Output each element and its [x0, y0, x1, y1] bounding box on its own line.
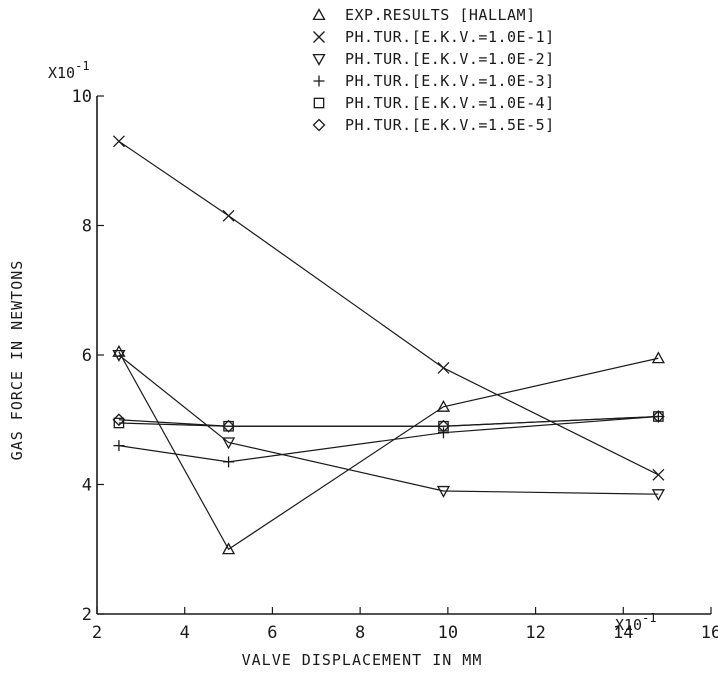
diamond-marker: [651, 410, 665, 423]
diamond-marker: [312, 118, 326, 132]
series-line: [118, 415, 659, 463]
diamond-marker: [112, 413, 126, 427]
legend-item: EXP.RESULTS [HALLAM]: [312, 6, 536, 24]
x-multiplier: X10-1: [615, 611, 657, 634]
x-tick-label: 14: [613, 623, 633, 643]
legend-item: PH.TUR.[E.K.V.=1.5E-5]: [312, 116, 555, 134]
triangle-down-marker: [112, 349, 126, 362]
legend: EXP.RESULTS [HALLAM] PH.TUR.[E.K.V.=1.0E-…: [312, 6, 555, 134]
triangle-marker: [221, 542, 236, 555]
triangle-down-marker: [436, 485, 451, 498]
y-tick-label: 10: [72, 87, 92, 107]
axes: 2 4 6 8 10 12 14 16 2 4 6 8 10: [72, 87, 718, 643]
legend-item: PH.TUR.[E.K.V.=1.0E-3]: [313, 72, 555, 90]
plus-marker: [313, 75, 325, 87]
series-line: [118, 351, 659, 551]
x-marker: [222, 209, 235, 222]
square-marker: [313, 97, 325, 109]
legend-label: PH.TUR.[E.K.V.=1.0E-2]: [345, 50, 555, 68]
series-5: [113, 411, 664, 432]
legend-label: PH.TUR.[E.K.V.=1.5E-5]: [345, 116, 555, 134]
legend-item: PH.TUR.[E.K.V.=1.0E-4]: [313, 94, 555, 112]
legend-label: PH.TUR.[E.K.V.=1.0E-3]: [345, 72, 555, 90]
triangle-down-marker: [651, 489, 665, 502]
y-tick-label: 2: [82, 605, 92, 625]
x-marker: [313, 31, 325, 43]
triangle-marker: [651, 351, 665, 364]
y-tick-label: 4: [82, 476, 92, 496]
series-2: [112, 135, 665, 481]
plus-marker: [113, 440, 125, 452]
x-tick-label: 4: [180, 623, 190, 643]
diamond-marker: [222, 419, 235, 433]
triangle-down-marker: [221, 437, 236, 450]
legend-label: PH.TUR.[E.K.V.=1.0E-4]: [345, 94, 555, 112]
triangle-marker: [312, 8, 326, 21]
series-1: [112, 344, 665, 555]
x-marker: [112, 135, 125, 148]
series-4: [113, 411, 664, 468]
x-tick-label: 8: [355, 623, 365, 643]
x-tick-label: 2: [92, 623, 102, 643]
x-tick-label: 6: [267, 623, 277, 643]
x-tick-label: 10: [438, 623, 458, 643]
y-tick-label: 6: [82, 346, 92, 366]
triangle-down-marker: [312, 53, 326, 66]
y-axis-title: GAS FORCE IN NEWTONS: [8, 260, 26, 461]
y-multiplier: X10-1: [48, 59, 90, 82]
series-3: [112, 349, 665, 502]
series-layer: [112, 135, 665, 555]
plus-marker: [437, 427, 449, 439]
y-tick-label: 8: [82, 217, 92, 237]
series-line: [118, 354, 659, 495]
legend-item: PH.TUR.[E.K.V.=1.0E-1]: [313, 28, 555, 46]
series-6: [112, 410, 665, 433]
diamond-marker: [437, 419, 450, 433]
legend-label: PH.TUR.[E.K.V.=1.0E-1]: [345, 28, 555, 46]
x-marker: [652, 468, 665, 481]
triangle-marker: [436, 399, 451, 412]
series-line: [118, 415, 659, 427]
legend-item: PH.TUR.[E.K.V.=1.0E-2]: [312, 50, 555, 68]
x-tick-label: 16: [701, 623, 718, 643]
plus-marker: [223, 456, 235, 468]
x-marker: [437, 361, 450, 374]
x-axis-title: VALVE DISPLACEMENT IN MM: [242, 651, 483, 669]
square-marker: [113, 417, 125, 429]
legend-label: EXP.RESULTS [HALLAM]: [345, 6, 536, 24]
x-tick-label: 12: [525, 623, 545, 643]
